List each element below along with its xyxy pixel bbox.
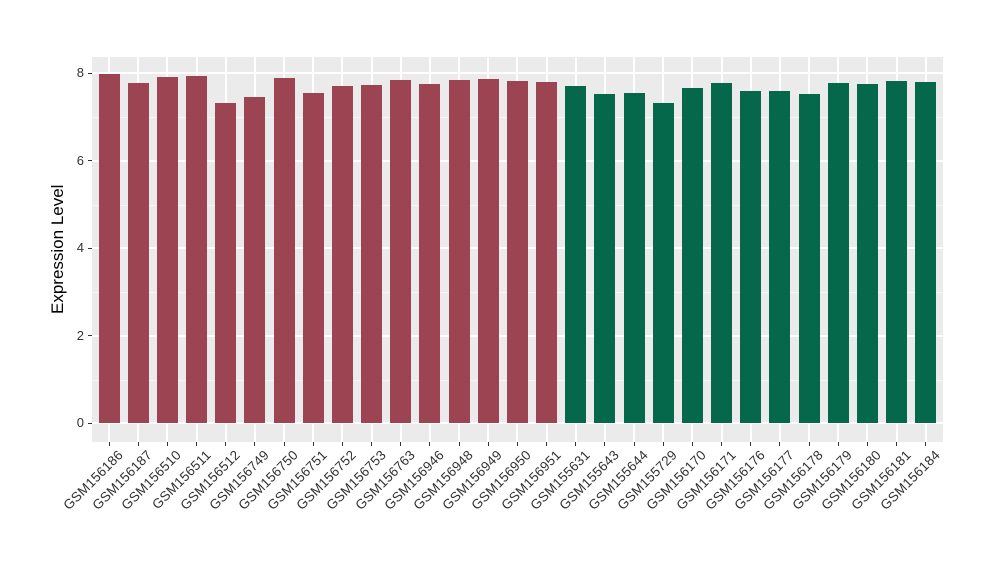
x-tick <box>371 442 373 446</box>
x-tick <box>516 442 518 446</box>
y-tick-label: 0 <box>76 415 84 431</box>
x-tick <box>137 442 139 446</box>
x-tick <box>575 442 577 446</box>
x-tick <box>896 442 898 446</box>
bar-GSM156951 <box>536 82 558 424</box>
x-tick <box>108 442 110 446</box>
x-tick <box>866 442 868 446</box>
bar-GSM156187 <box>127 83 149 424</box>
bar-GSM156946 <box>419 84 441 424</box>
x-tick <box>808 442 810 446</box>
bar-GSM156763 <box>390 80 412 424</box>
x-tick <box>196 442 198 446</box>
bar-GSM156750 <box>273 78 295 424</box>
bar-GSM156950 <box>506 80 528 424</box>
x-tick <box>487 442 489 446</box>
y-tick <box>88 422 92 424</box>
x-tick <box>166 442 168 446</box>
x-tick <box>546 442 548 446</box>
x-tick <box>283 442 285 446</box>
x-tick <box>400 442 402 446</box>
bar-GSM156511 <box>186 75 208 424</box>
bar-GSM156512 <box>215 102 237 424</box>
bar-GSM156179 <box>827 83 849 424</box>
x-tick <box>750 442 752 446</box>
x-tick <box>633 442 635 446</box>
x-tick <box>254 442 256 446</box>
bar-GSM155729 <box>652 103 674 424</box>
bar-GSM156751 <box>302 92 324 424</box>
x-tick <box>779 442 781 446</box>
y-tick-label: 4 <box>76 240 84 256</box>
bar-GSM156186 <box>98 73 120 424</box>
bar-GSM156180 <box>856 84 878 424</box>
bar-GSM156184 <box>915 82 937 424</box>
bar-GSM156749 <box>244 97 266 424</box>
x-tick <box>312 442 314 446</box>
bar-GSM156510 <box>156 76 178 424</box>
bar-GSM156177 <box>769 90 791 424</box>
bar-GSM156949 <box>477 78 499 424</box>
x-tick <box>341 442 343 446</box>
bar-GSM156170 <box>681 88 703 424</box>
x-tick <box>458 442 460 446</box>
y-tick <box>88 247 92 249</box>
bar-GSM156178 <box>798 94 820 424</box>
y-tick-label: 2 <box>76 327 84 343</box>
y-tick <box>88 72 92 74</box>
bar-GSM156171 <box>711 83 733 424</box>
y-tick <box>88 335 92 337</box>
bar-GSM155631 <box>565 85 587 424</box>
bar-GSM155643 <box>594 93 616 424</box>
x-tick <box>225 442 227 446</box>
x-tick <box>925 442 927 446</box>
y-tick-label: 6 <box>76 152 84 168</box>
bar-GSM156176 <box>740 90 762 424</box>
x-tick <box>691 442 693 446</box>
bar-GSM155644 <box>623 93 645 424</box>
bar-GSM156948 <box>448 80 470 424</box>
x-tick <box>662 442 664 446</box>
bar-GSM156753 <box>361 85 383 424</box>
y-tick-label: 8 <box>76 65 84 81</box>
y-tick <box>88 160 92 162</box>
plot-panel <box>92 57 943 442</box>
x-tick <box>837 442 839 446</box>
x-tick <box>429 442 431 446</box>
x-tick <box>721 442 723 446</box>
x-tick <box>604 442 606 446</box>
bar-GSM156752 <box>331 85 353 424</box>
bar-GSM156181 <box>886 80 908 424</box>
